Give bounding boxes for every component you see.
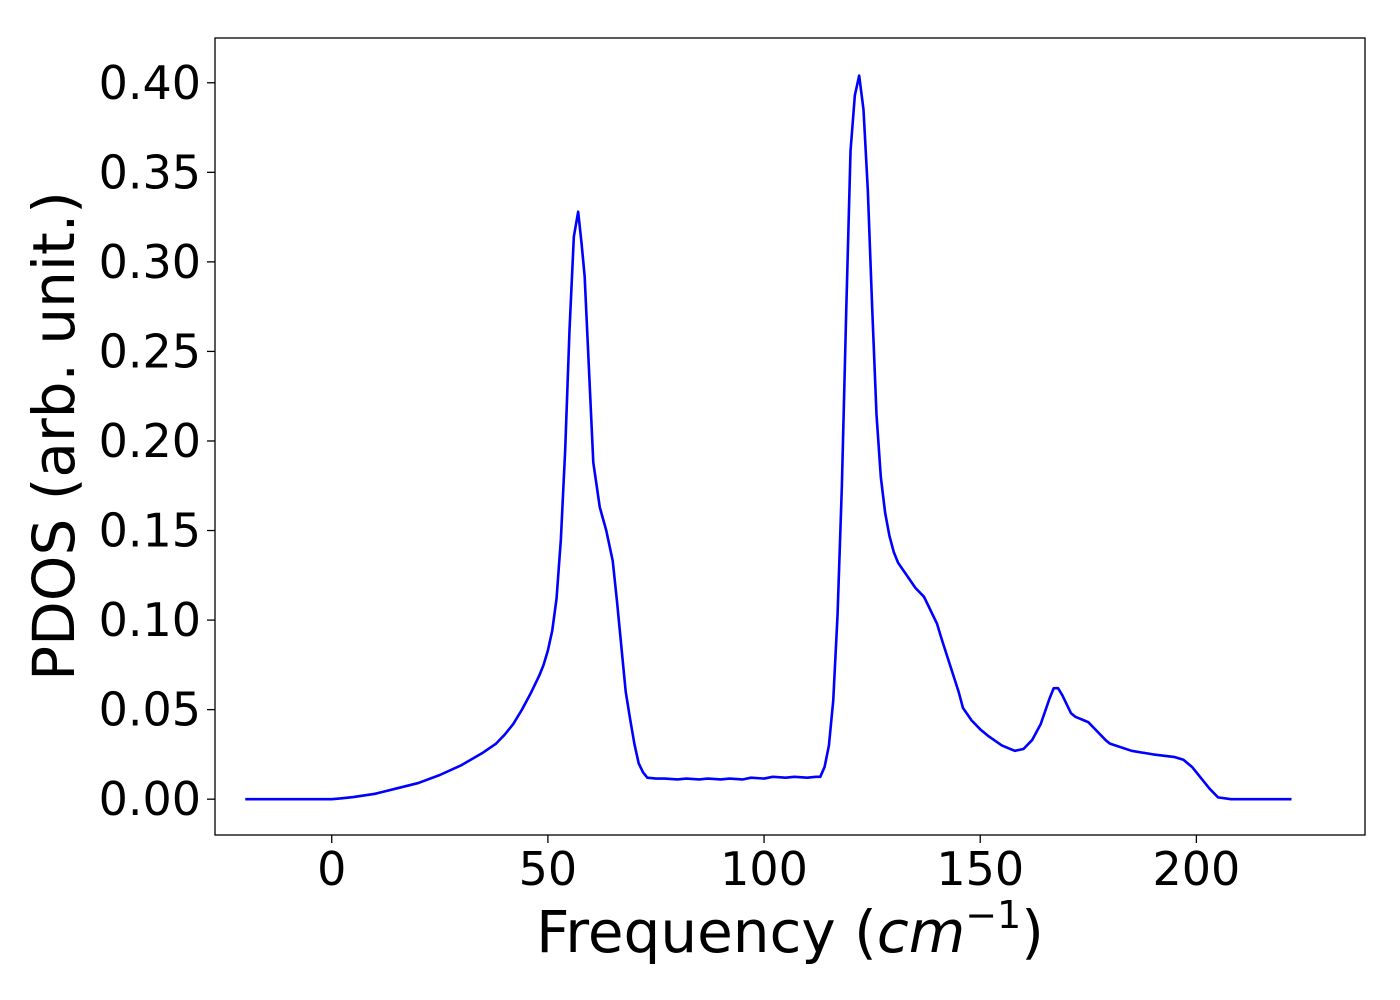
- y-tick-label: 0.30: [99, 235, 201, 289]
- y-tick-label: 0.15: [99, 504, 201, 558]
- y-axis-ticks: 0.00 0.05 0.10 0.15 0.20 0.25 0.30 0.35 0.40: [99, 56, 215, 826]
- y-tick-label: 0.05: [99, 683, 201, 737]
- x-tick-label: 200: [1152, 842, 1240, 896]
- y-tick-label: 0.35: [99, 145, 201, 199]
- y-tick-label: 0.25: [99, 324, 201, 378]
- x-tick-label: 50: [519, 842, 578, 896]
- y-tick-label: 0.00: [99, 772, 201, 826]
- y-tick-label: 0.40: [99, 56, 201, 110]
- x-tick-label: 0: [317, 842, 346, 896]
- pdos-series-line-0: [245, 74, 1292, 801]
- y-axis-label: PDOS (arb. unit.): [20, 191, 88, 681]
- plot-area: [214, 37, 1366, 836]
- y-tick-label: 0.10: [99, 593, 201, 647]
- x-tick-label: 100: [720, 842, 808, 896]
- x-tick-label: 150: [936, 842, 1024, 896]
- y-tick-label: 0.20: [99, 414, 201, 468]
- x-axis-ticks: 0 50 100 150 200: [317, 835, 1240, 896]
- x-axis-label: Frequency (cm−1): [536, 893, 1044, 966]
- plot-frame: [214, 37, 1366, 836]
